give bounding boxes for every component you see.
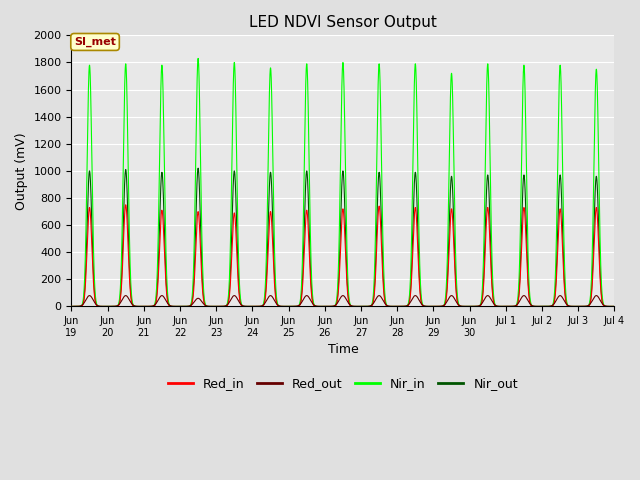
X-axis label: Time: Time — [328, 343, 358, 356]
Text: SI_met: SI_met — [74, 37, 116, 47]
Legend: Red_in, Red_out, Nir_in, Nir_out: Red_in, Red_out, Nir_in, Nir_out — [163, 372, 523, 396]
Title: LED NDVI Sensor Output: LED NDVI Sensor Output — [249, 15, 437, 30]
Y-axis label: Output (mV): Output (mV) — [15, 132, 28, 210]
